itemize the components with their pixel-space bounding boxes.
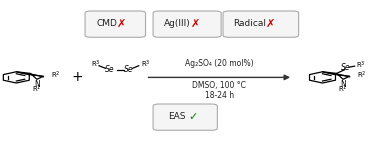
Text: ✓: ✓ — [188, 112, 197, 122]
Text: +: + — [72, 70, 83, 84]
Text: 18-24 h: 18-24 h — [204, 91, 234, 100]
Text: R$^3$: R$^3$ — [91, 58, 101, 70]
Text: EAS: EAS — [168, 112, 186, 121]
Text: R$^3$: R$^3$ — [141, 58, 150, 70]
Text: R$^1$: R$^1$ — [338, 84, 348, 95]
FancyBboxPatch shape — [85, 11, 146, 37]
FancyBboxPatch shape — [153, 104, 217, 130]
FancyBboxPatch shape — [153, 11, 221, 37]
Text: R$^1$: R$^1$ — [32, 84, 42, 95]
Text: Ag₂SO₄ (20 mol%): Ag₂SO₄ (20 mol%) — [185, 59, 254, 68]
Text: R$^2$: R$^2$ — [51, 70, 60, 81]
Text: Se: Se — [341, 63, 351, 72]
FancyBboxPatch shape — [223, 11, 299, 37]
Text: ✗: ✗ — [191, 19, 200, 29]
Text: Se: Se — [105, 65, 115, 74]
Text: CMD: CMD — [96, 19, 117, 28]
Text: N: N — [340, 80, 346, 89]
Text: Radical: Radical — [233, 19, 266, 28]
Text: R$^2$: R$^2$ — [357, 70, 367, 81]
Text: R$^3$: R$^3$ — [356, 60, 366, 71]
Text: ✗: ✗ — [117, 19, 126, 29]
Text: ✗: ✗ — [265, 19, 274, 29]
Text: N: N — [34, 80, 40, 89]
Text: Se: Se — [124, 65, 133, 74]
Text: Ag(III): Ag(III) — [164, 19, 190, 28]
Text: DMSO, 100 °C: DMSO, 100 °C — [192, 81, 246, 90]
